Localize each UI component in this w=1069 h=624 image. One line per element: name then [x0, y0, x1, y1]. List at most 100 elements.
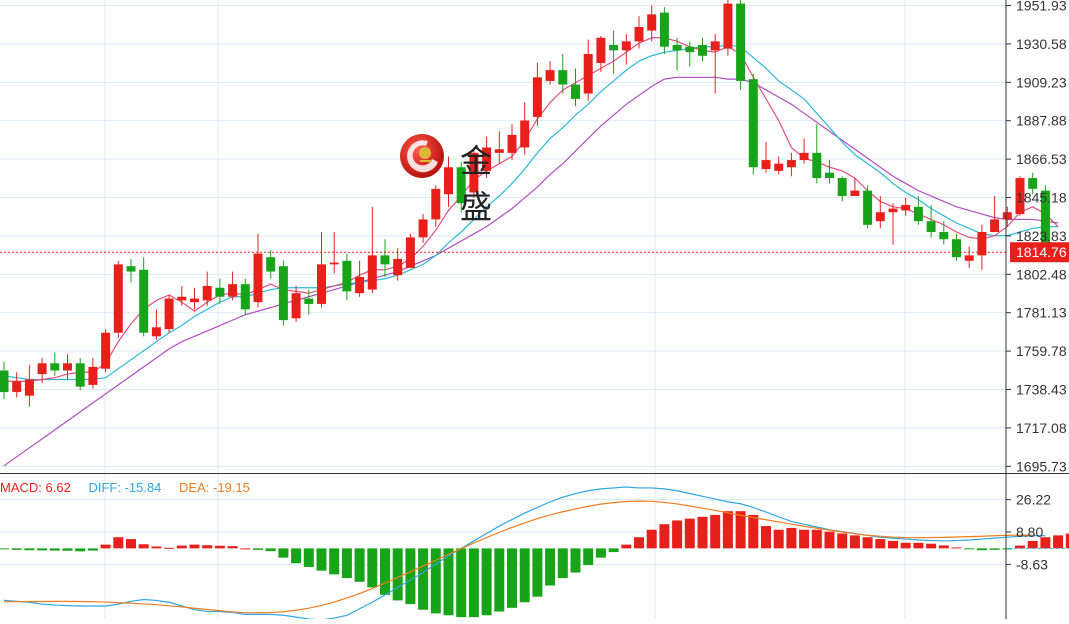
price-tick-label: 1738.43	[1016, 381, 1067, 397]
price-tick-label: 1759.78	[1016, 343, 1067, 359]
macd-bar	[240, 548, 251, 550]
candle-body	[723, 3, 733, 49]
candle-body	[444, 167, 453, 195]
candle-body	[482, 147, 492, 171]
candle-body	[355, 276, 365, 294]
candle-body	[367, 255, 377, 290]
candle-body	[228, 284, 238, 297]
price-tick-label: 1909.23	[1016, 74, 1067, 90]
candle	[812, 124, 822, 184]
candle-body	[698, 44, 707, 56]
candle-body	[88, 366, 98, 385]
candle-body	[1002, 212, 1012, 220]
macd-legend: MACD: 6.62 DIFF: -15.84 DEA: -19.15	[0, 480, 264, 495]
macd-bar	[583, 548, 594, 566]
candle-body	[850, 190, 860, 197]
candle-body	[786, 160, 796, 168]
candle-body	[253, 253, 263, 303]
candle	[24, 365, 34, 407]
dea-value-label: DEA: -19.15	[179, 480, 250, 495]
candle-body	[774, 163, 784, 171]
candle-body	[825, 172, 834, 179]
candle-body	[990, 219, 1000, 233]
candle-body	[494, 149, 504, 153]
macd-bar	[786, 527, 797, 549]
candle-body	[266, 257, 276, 272]
candle	[228, 271, 238, 301]
candle	[456, 161, 466, 213]
macd-bar	[1053, 535, 1064, 549]
macd-bar	[392, 548, 403, 601]
macd-bar	[875, 539, 886, 549]
candle	[698, 37, 707, 62]
macd-bar	[926, 543, 937, 549]
candle-body	[583, 53, 593, 94]
candle	[88, 357, 98, 389]
macd-bar	[684, 518, 695, 549]
candle-body	[901, 205, 911, 211]
price-tick-label: 1866.53	[1016, 151, 1067, 167]
macd-bar	[354, 548, 365, 582]
macd-bar	[659, 524, 670, 549]
candle-body	[977, 232, 987, 256]
candle-body	[164, 298, 174, 330]
candle	[329, 232, 339, 274]
macd-tick-label: 26.22	[1016, 492, 1051, 508]
macd-bar	[722, 511, 733, 549]
macd-bar	[49, 548, 60, 551]
candle	[748, 73, 758, 175]
macd-bar	[126, 539, 136, 549]
candle	[837, 176, 847, 202]
candle	[482, 136, 492, 179]
macd-bar	[214, 545, 225, 549]
candle	[1028, 172, 1038, 195]
macd-bar	[519, 548, 530, 603]
macd-bar	[938, 545, 949, 549]
macd-bar	[265, 548, 276, 552]
macd-bar	[735, 511, 746, 549]
ma5-line	[4, 37, 1059, 382]
price-tick-label: 1845.18	[1016, 190, 1067, 206]
macd-bar	[164, 547, 175, 549]
candle	[342, 253, 352, 301]
macd-bar	[697, 516, 708, 549]
candle	[304, 289, 314, 315]
price-tick-label: 1951.93	[1016, 0, 1067, 14]
candle	[494, 131, 504, 164]
candle-body	[456, 167, 466, 204]
candle-body	[278, 266, 288, 321]
macd-bar	[888, 540, 898, 549]
candle	[37, 357, 47, 384]
macd-bar	[380, 548, 390, 595]
candle	[418, 214, 428, 243]
candle	[444, 156, 453, 207]
candle	[952, 233, 961, 261]
candle-body	[507, 134, 517, 153]
candle	[850, 178, 860, 197]
price-tick-label: 1695.73	[1016, 458, 1067, 474]
macd-bar	[138, 544, 149, 549]
macd-bar	[24, 548, 35, 551]
macd-bar	[964, 548, 975, 550]
candle	[240, 278, 250, 315]
macd-bar	[202, 545, 213, 549]
ma10-line	[3, 44, 1059, 381]
candle	[139, 257, 149, 337]
price-tick-label: 1802.48	[1016, 266, 1067, 282]
macd-bar	[443, 548, 454, 616]
candle-body	[240, 284, 250, 310]
candle-body	[571, 84, 580, 99]
candle	[266, 249, 276, 279]
candle	[532, 62, 542, 126]
macd-bar	[37, 548, 48, 551]
candle-body	[952, 239, 961, 258]
candle	[12, 372, 22, 398]
macd-bar	[837, 533, 848, 549]
macd-bar	[951, 547, 962, 549]
macd-bar	[418, 548, 429, 610]
candle	[405, 233, 415, 268]
macd-bar	[849, 535, 860, 549]
macd-bar	[824, 531, 835, 549]
macd-bar	[87, 548, 98, 551]
